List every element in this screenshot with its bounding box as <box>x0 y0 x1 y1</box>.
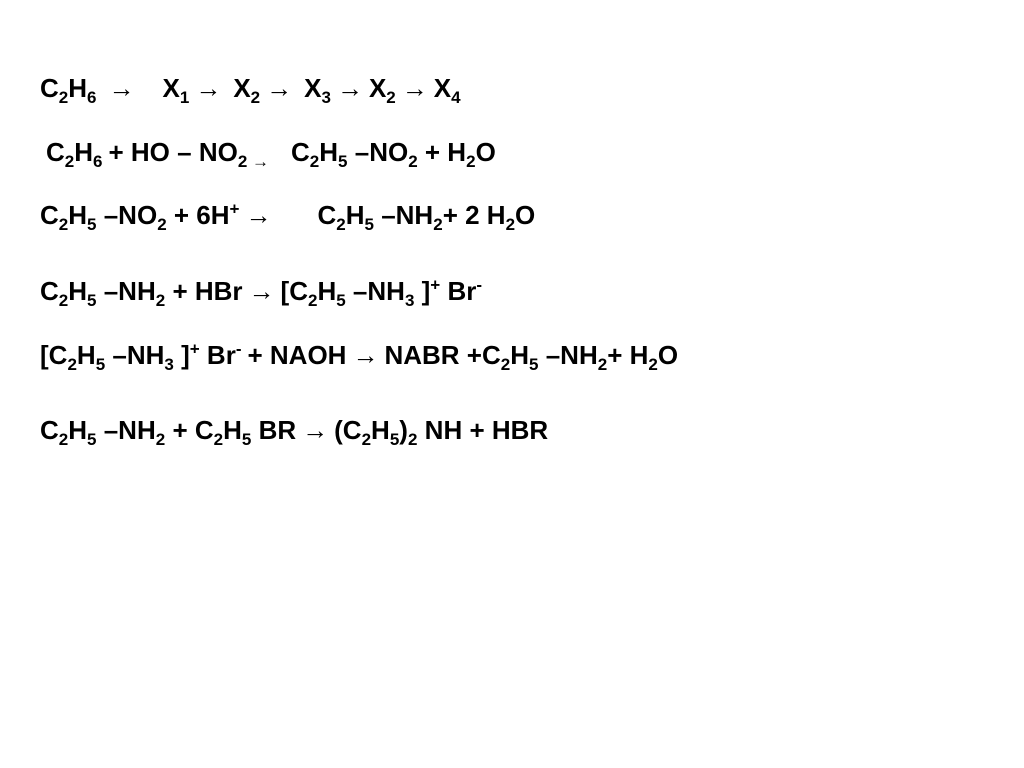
equation-line-2: C2H6+ HO – NO2 →C2H5 –NO2 + H2O <box>40 134 994 172</box>
equation-page: C2H6→X1→X2→X3→X2→X4 C2H6+ HO – NO2 →C2H5… <box>0 0 1024 768</box>
equation-line-6: C2H5 –NH2 + C2H5 BR→(C2H5)2 NH + HBR <box>40 412 994 450</box>
equation-line-5: [C2H5 –NH3 ]+ Br-+ NAOH→NABR +C2H5 –NH2+… <box>40 337 994 375</box>
equation-line-3: C2H5 –NO2 + 6H+→C2H5 –NH2+ 2 H2O <box>40 197 994 235</box>
equation-line-4: C2H5 –NH2 + HBr→[C2H5 –NH3 ]+ Br- <box>40 273 994 311</box>
equation-line-1: C2H6→X1→X2→X3→X2→X4 <box>40 70 994 108</box>
